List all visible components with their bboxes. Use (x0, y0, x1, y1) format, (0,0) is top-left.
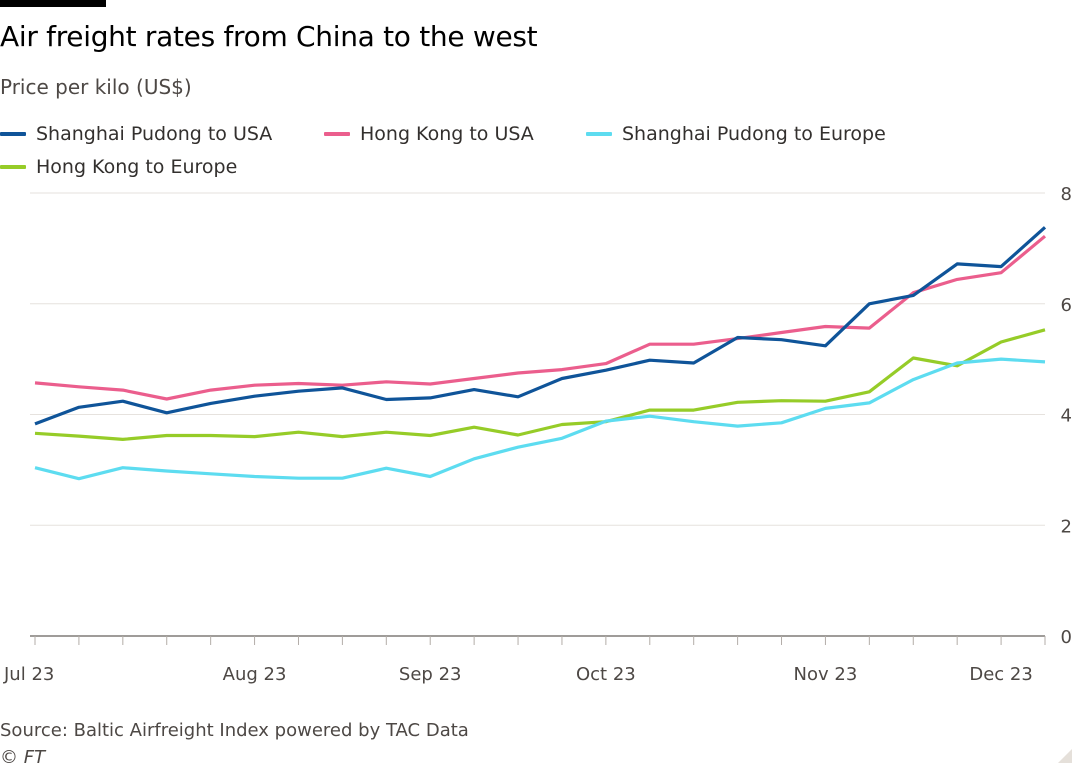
legend-swatch-hongkong-usa (324, 132, 350, 136)
series-line-hong-kong-to-europe (34, 328, 1046, 441)
source-note: Source: Baltic Airfreight Index powered … (0, 720, 469, 741)
x-tick-label: Nov 23 (794, 664, 858, 685)
resize-corner-icon (1058, 749, 1072, 763)
legend-item-hongkong-usa: Hong Kong to USA (324, 123, 534, 145)
x-tick-label: Dec 23 (969, 664, 1032, 685)
y-tick-label: 2 (1061, 516, 1072, 537)
x-tick-label: Sep 23 (399, 664, 462, 685)
y-tick-label: 4 (1061, 406, 1072, 427)
legend-swatch-shanghai-usa (0, 132, 26, 136)
legend-label-hongkong-europe: Hong Kong to Europe (36, 156, 238, 178)
legend-item-shanghai-europe: Shanghai Pudong to Europe (586, 123, 886, 145)
line-chart: 0 2 4 6 8 Jul 23 Aug 23 Sep 23 Oct 23 Nov 23 Dec 2… (3, 184, 1072, 685)
legend-item-shanghai-usa: Shanghai Pudong to USA (0, 123, 272, 145)
top-accent-bar (0, 0, 106, 7)
chart-title: Air freight rates from China to the west (0, 20, 538, 53)
copyright: © FT (0, 747, 46, 768)
legend-item-hongkong-europe: Hong Kong to Europe (0, 156, 237, 178)
series-line-hong-kong-to-usa (34, 234, 1047, 401)
y-tick-label: 6 (1061, 295, 1072, 316)
legend-swatch-hongkong-europe (0, 165, 26, 169)
series-line-shanghai-pudong-to-usa (34, 226, 1047, 426)
legend: Shanghai Pudong to USA Hong Kong to USA … (0, 123, 1000, 187)
series-line-shanghai-pudong-to-europe (34, 357, 1046, 481)
y-tick-label: 0 (1061, 627, 1072, 648)
x-tick-label: Oct 23 (576, 664, 636, 685)
x-tick-label: Jul 23 (3, 664, 54, 685)
chart-subtitle: Price per kilo (US$) (0, 75, 192, 99)
legend-label-shanghai-usa: Shanghai Pudong to USA (36, 123, 273, 145)
y-tick-label: 8 (1061, 184, 1072, 205)
legend-label-hongkong-usa: Hong Kong to USA (360, 123, 534, 145)
legend-swatch-shanghai-europe (586, 132, 612, 136)
x-tick-label: Aug 23 (223, 664, 287, 685)
legend-label-shanghai-europe: Shanghai Pudong to Europe (622, 123, 886, 145)
